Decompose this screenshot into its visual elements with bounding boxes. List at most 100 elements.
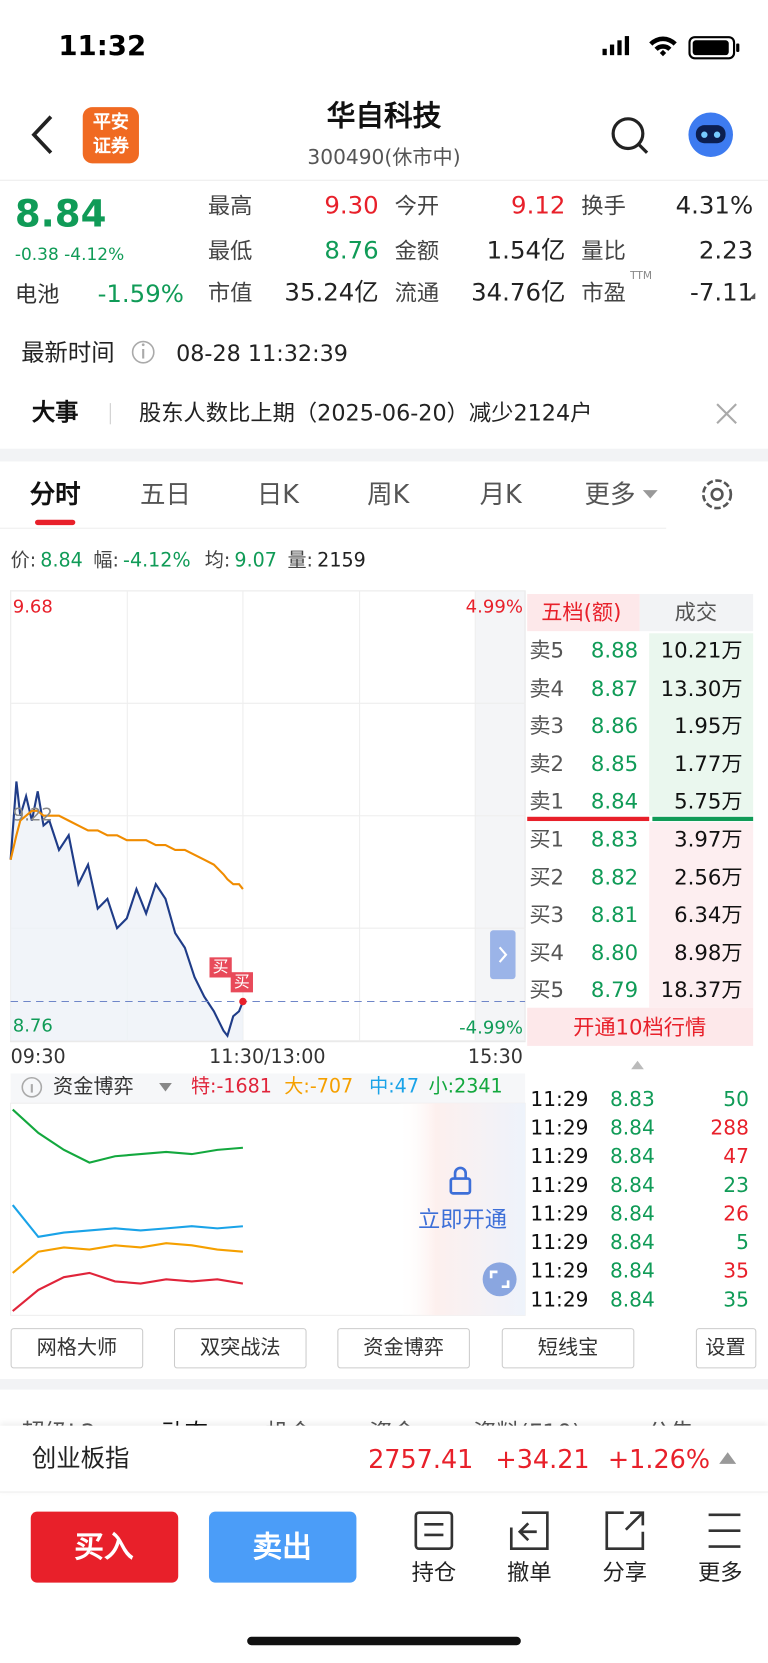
settings-icon[interactable]: [701, 479, 733, 510]
buy-button[interactable]: [30, 1511, 179, 1583]
news-tag: 大事: [31, 399, 79, 427]
home-indicator: [247, 1636, 521, 1646]
stat-value: 4.31%: [675, 192, 754, 221]
gap: [0, 1379, 768, 1390]
trade-price: 8.84: [609, 1288, 655, 1312]
active-tab-indicator: [35, 519, 76, 526]
settings-button[interactable]: [695, 1328, 757, 1369]
flow-frame: [10, 1102, 526, 1316]
info-icon[interactable]: [21, 1076, 43, 1098]
book-tab[interactable]: 成交: [674, 599, 718, 625]
book-tab[interactable]: 五档(额): [541, 599, 622, 625]
trade-price: 8.84: [609, 1202, 655, 1226]
tool-button[interactable]: [173, 1328, 307, 1369]
trade-volume: 50: [723, 1087, 749, 1112]
info-label: 幅:: [93, 549, 119, 572]
gap: [0, 448, 768, 462]
stat-label: 流通: [394, 280, 440, 307]
tab[interactable]: 更多: [584, 479, 636, 510]
more-arrow[interactable]: [642, 490, 658, 499]
flow-header-bg: [10, 1073, 526, 1104]
trade-volume: 5: [736, 1231, 749, 1255]
book-label: 买4: [529, 939, 565, 965]
fullscreen-icon[interactable]: [482, 1262, 517, 1297]
trade-time: 11:29: [530, 1231, 589, 1255]
tab[interactable]: 周K: [367, 479, 410, 510]
flow-line: [11, 1204, 244, 1239]
sell-label: 卖出: [252, 1529, 312, 1565]
book-label: 买1: [529, 826, 565, 852]
scroll-up[interactable]: [631, 1060, 644, 1070]
upgrade-bg[interactable]: [527, 1007, 754, 1046]
index-value: 2757.41: [368, 1444, 474, 1475]
sell-button[interactable]: [208, 1511, 357, 1583]
average-line: [9, 809, 244, 890]
upgrade-link[interactable]: 开通10档行情: [573, 1014, 707, 1040]
x-tick-label: 09:30: [10, 1045, 66, 1069]
trade-price: 8.84: [609, 1145, 655, 1169]
trade-volume: 26: [723, 1202, 749, 1226]
search-icon[interactable]: [611, 117, 649, 154]
ask-bg: [649, 633, 754, 816]
stock-code: 300490(休市中): [307, 145, 461, 170]
book-amount: 10.21万: [660, 637, 743, 663]
action-label[interactable]: 更多: [697, 1559, 743, 1586]
index-bar[interactable]: [0, 1425, 768, 1493]
book-amount: 18.37万: [660, 976, 743, 1003]
stat-label: 今开: [394, 193, 440, 220]
tab[interactable]: 日K: [256, 479, 300, 510]
book-price: 8.80: [590, 939, 639, 965]
close-icon[interactable]: [716, 403, 737, 424]
action-label[interactable]: 持仓: [411, 1559, 457, 1586]
book-price: 8.79: [590, 976, 639, 1003]
tool-button[interactable]: [10, 1328, 144, 1369]
sector-change: -1.59%: [97, 280, 184, 309]
logo-text: 证券: [92, 136, 129, 158]
info-label: 量:: [287, 549, 314, 572]
info-icon[interactable]: [131, 340, 155, 364]
last-price-dot: [239, 997, 247, 1006]
expand-tab[interactable]: [490, 930, 516, 980]
trade-volume: 35: [723, 1259, 749, 1284]
trade-time: 11:29: [530, 1288, 589, 1312]
unlock-text[interactable]: 立即开通: [417, 1206, 508, 1233]
action-label[interactable]: 分享: [602, 1559, 648, 1586]
tool-button[interactable]: [337, 1328, 470, 1369]
lock-icon: [449, 1166, 472, 1195]
book-price: 8.82: [590, 863, 639, 890]
flow-chart: [11, 1108, 244, 1312]
trade-time: 11:29: [530, 1202, 589, 1226]
info-value: -4.12%: [123, 549, 191, 572]
buy-signal: 买: [230, 972, 254, 993]
tab-bg: [639, 594, 754, 632]
book-label: 卖4: [529, 675, 565, 701]
book-amount: 3.97万: [674, 826, 743, 852]
broker-logo: [82, 107, 139, 164]
news-text[interactable]: 股东人数比上期（2025-06-20）减少2124户: [138, 400, 593, 426]
book-label: 买5: [529, 976, 565, 1003]
flow-line: [12, 1108, 244, 1164]
info-value: 8.84: [40, 549, 83, 572]
trade-price: 8.83: [609, 1087, 655, 1112]
action-label[interactable]: 撤单: [507, 1559, 552, 1586]
assistant-icon[interactable]: [688, 112, 733, 157]
flow-title[interactable]: 资金博弈: [53, 1075, 134, 1099]
trade-volume: 47: [723, 1145, 749, 1169]
bid-bg: [649, 822, 754, 1008]
y-tick-label: 9.22: [12, 804, 53, 826]
index-name: 创业板指: [31, 1445, 130, 1473]
stat-note: TTM: [630, 270, 653, 283]
tab[interactable]: 五日: [140, 479, 191, 510]
tab[interactable]: 月K: [479, 479, 522, 510]
dropdown-arrow[interactable]: [159, 1083, 172, 1092]
stat-value: 34.76亿: [471, 279, 566, 308]
tab[interactable]: 分时: [29, 479, 81, 510]
book-amount: 13.30万: [660, 675, 743, 701]
stat-label: 最高: [207, 193, 253, 220]
tool-button[interactable]: [501, 1328, 635, 1369]
trade-time: 11:29: [530, 1173, 589, 1198]
trade-price: 8.84: [609, 1231, 655, 1255]
trade-price: 8.84: [609, 1259, 655, 1284]
back-icon[interactable]: [31, 115, 53, 155]
